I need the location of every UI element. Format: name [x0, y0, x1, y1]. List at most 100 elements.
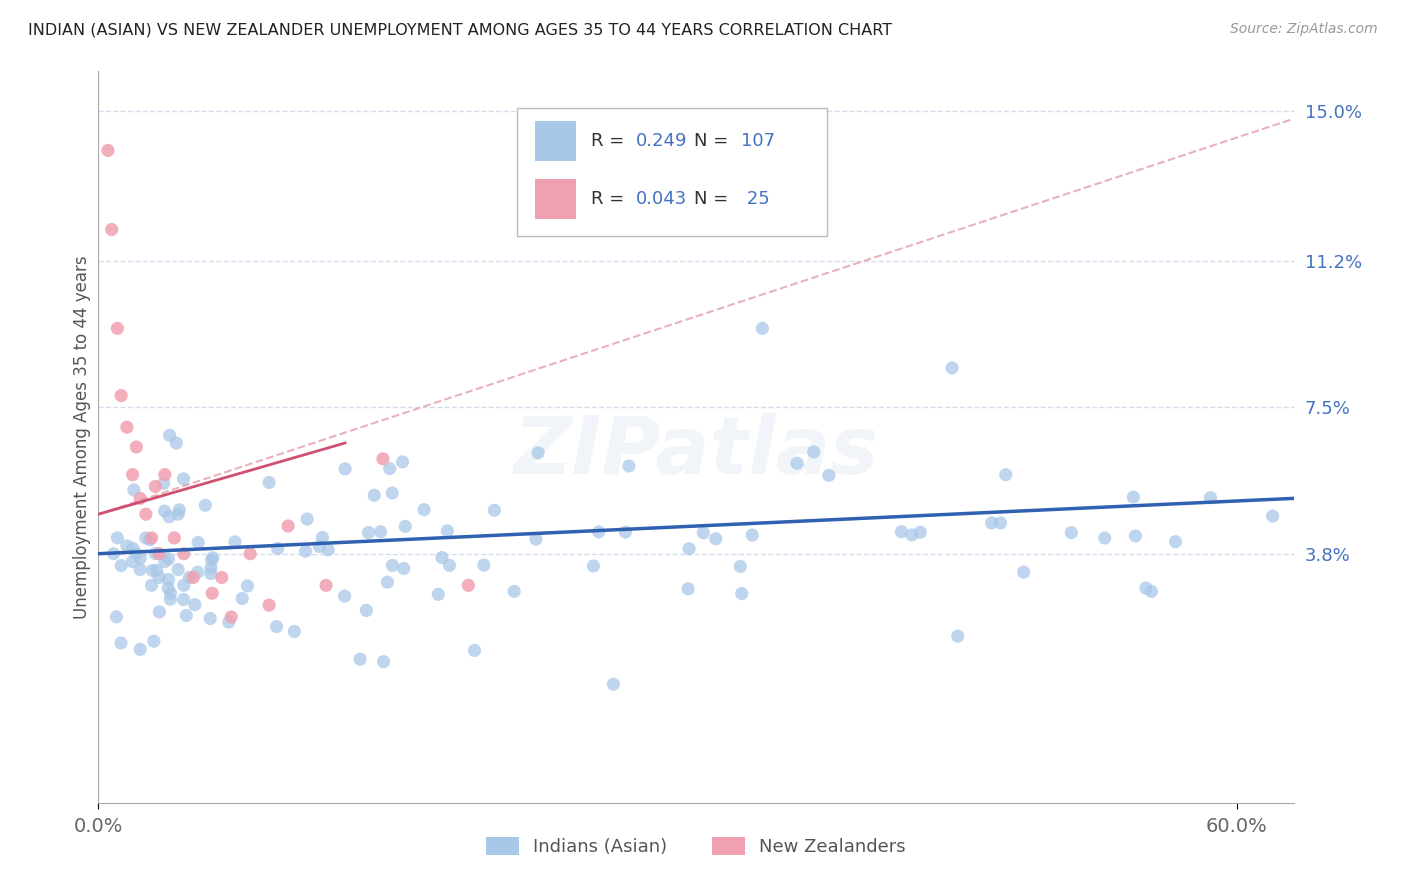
Point: [311, 531, 333, 545]
Point: [157, 573, 180, 587]
Point: [129, 562, 152, 576]
Point: [294, 544, 316, 558]
Point: [803, 445, 825, 459]
Point: [357, 525, 380, 540]
Point: [786, 456, 808, 470]
Point: [141, 578, 163, 592]
Point: [472, 558, 495, 572]
Point: [890, 524, 912, 539]
Text: R =: R =: [591, 132, 630, 150]
Point: [194, 498, 217, 512]
Point: [1164, 534, 1187, 549]
Point: [138, 533, 160, 547]
Point: [142, 634, 165, 648]
Point: [617, 458, 640, 473]
Point: [143, 547, 166, 561]
Point: [125, 547, 148, 561]
Point: [363, 488, 385, 502]
Point: [588, 524, 610, 539]
Point: [266, 619, 288, 633]
Point: [980, 516, 1002, 530]
Point: [148, 605, 170, 619]
Point: [910, 525, 932, 540]
Point: [236, 579, 259, 593]
Point: [110, 636, 132, 650]
Point: [179, 570, 201, 584]
Point: [173, 578, 195, 592]
Point: [184, 598, 207, 612]
Point: [200, 566, 222, 581]
Point: [692, 525, 714, 540]
Point: [153, 467, 176, 482]
Point: [941, 360, 963, 375]
Point: [125, 440, 148, 454]
Point: [427, 587, 450, 601]
Point: [173, 547, 195, 561]
Point: [122, 483, 145, 497]
Text: 0.249: 0.249: [636, 132, 688, 150]
Point: [200, 561, 222, 575]
Point: [167, 562, 190, 576]
Point: [266, 541, 288, 556]
Point: [165, 436, 187, 450]
Point: [381, 486, 404, 500]
Point: [283, 624, 305, 639]
Point: [159, 428, 181, 442]
Point: [201, 553, 224, 567]
Point: [741, 528, 763, 542]
Point: [1199, 491, 1222, 505]
Point: [159, 586, 181, 600]
Point: [373, 655, 395, 669]
Point: [602, 677, 624, 691]
Point: [277, 519, 299, 533]
Point: [201, 550, 224, 565]
Point: [173, 472, 195, 486]
Point: [730, 559, 752, 574]
Text: N =: N =: [693, 132, 734, 150]
Point: [582, 559, 605, 574]
Point: [187, 535, 209, 549]
Point: [464, 643, 486, 657]
Point: [333, 589, 356, 603]
Point: [157, 509, 180, 524]
Point: [115, 420, 138, 434]
Point: [436, 524, 458, 538]
Point: [946, 629, 969, 643]
Point: [176, 608, 198, 623]
Point: [129, 550, 152, 565]
Point: [1060, 525, 1083, 540]
Point: [148, 570, 170, 584]
Point: [257, 598, 280, 612]
Point: [97, 144, 120, 158]
Bar: [534, 179, 576, 219]
Point: [105, 531, 128, 545]
Point: [153, 555, 176, 569]
Point: [901, 528, 924, 542]
Point: [211, 570, 233, 584]
Point: [169, 503, 191, 517]
Legend: Indians (Asian), New Zealanders: Indians (Asian), New Zealanders: [479, 830, 912, 863]
Point: [333, 462, 356, 476]
Text: ZIPatlas: ZIPatlas: [513, 413, 879, 491]
Point: [110, 388, 132, 402]
Point: [817, 468, 839, 483]
Point: [121, 555, 143, 569]
Bar: [534, 120, 576, 161]
Point: [308, 540, 330, 554]
Point: [105, 609, 128, 624]
Point: [990, 516, 1012, 530]
Point: [676, 582, 699, 596]
Point: [187, 565, 209, 579]
Point: [378, 461, 401, 475]
Point: [413, 502, 436, 516]
Point: [152, 476, 174, 491]
Point: [1135, 581, 1157, 595]
Text: 0.043: 0.043: [636, 190, 688, 209]
Y-axis label: Unemployment Among Ages 35 to 44 years: Unemployment Among Ages 35 to 44 years: [73, 255, 91, 619]
Point: [751, 321, 773, 335]
FancyBboxPatch shape: [517, 108, 827, 236]
Point: [141, 564, 163, 578]
Text: N =: N =: [693, 190, 734, 209]
Point: [392, 561, 415, 575]
Point: [614, 525, 637, 540]
